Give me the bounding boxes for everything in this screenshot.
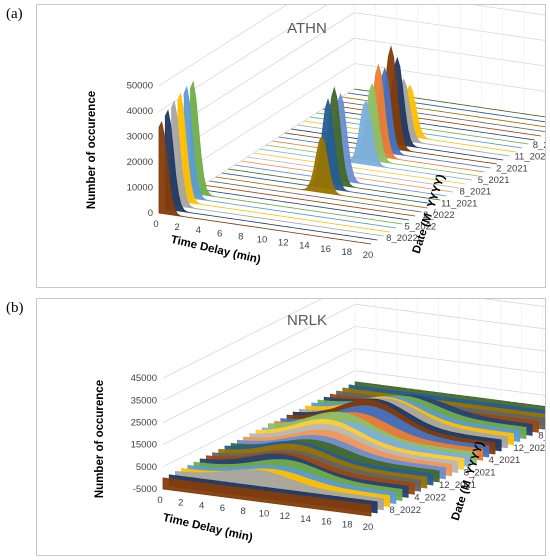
series-25-area [316,112,529,145]
y-tick-label: 35000 [131,395,157,406]
y-tick-label: 45000 [131,373,157,384]
x-tick-label: 6 [217,228,222,239]
x-tick-label: 18 [342,519,353,530]
series-16-area [259,99,472,181]
series-6-area [196,188,409,221]
x-tick-label: 20 [363,250,374,261]
x-tick-label: 0 [157,495,162,506]
panel-a-label: (a) [6,6,23,22]
date-tick-label: 8_2021 [459,187,491,198]
date-tick-label: 8_2020 [533,140,545,151]
x-tick-label: 8 [238,231,243,242]
chart-title: ATHN [287,20,327,37]
series-1-area [164,109,378,241]
x-tick-label: 18 [342,247,353,258]
x-tick-label: 10 [259,509,270,520]
date-tick-label: 4_2022 [414,492,446,503]
date-tick-label: 8_2020 [538,430,545,441]
date-tick-label: 11_2020 [514,152,545,163]
chart-frame-athn: 0 10000 20000 30000 40000 50000 0 2 4 6 8 10 12 14 16 1… [36,0,550,288]
nrlk-chart: -5000 5000 15000 25000 35000 45000 0 2 4 6 8 10 12 14… [94,270,550,544]
date-tick-label: 8_2022 [389,505,421,516]
gridline-5 [158,0,295,87]
y-tick-label: 30000 [127,132,153,143]
date-tick-label: 2_2021 [496,163,528,174]
x-tick-label: 16 [320,244,331,255]
x-tick-label: 20 [363,522,374,533]
y-axis-label: Number of occurence [94,380,106,498]
y-tick-label: 0 [148,208,153,219]
date-tick-label: 12_2021 [439,480,476,491]
series-7-area [203,184,416,217]
y-tick-label: -5000 [133,484,157,495]
x-tick-label: 6 [220,503,225,514]
x-tick-label: 12 [278,238,289,249]
date-tick-label: 12_2020 [513,443,545,454]
chart-frame-nrlk: -5000 5000 15000 25000 35000 45000 0 2 4 6 8 10 12 14… [36,270,550,556]
gridline-5 [162,281,550,379]
date-tick-label: 8_2021 [464,468,496,479]
y-tick-label: 40000 [127,106,153,117]
series-26-area [322,108,535,141]
x-tick-label: 8 [241,506,246,517]
x-tick-label: 4 [196,225,201,236]
x-tick-label: 14 [299,241,310,252]
date-tick-label: 5_2021 [478,175,510,186]
date-tick-label: 4_2021 [489,455,521,466]
series-9-area [215,135,428,209]
athn-chart: 0 10000 20000 30000 40000 50000 0 2 4 6 8 10 12 14 16 1… [86,0,550,266]
series-0-area [158,120,372,245]
x-tick-label: 14 [300,514,311,525]
series-3-area [177,92,390,233]
x-tick-label: 12 [280,511,291,522]
x-tick-label: 10 [257,235,268,246]
series-15-area [253,152,466,185]
series-4-area [183,85,397,229]
y-tick-label: 25000 [131,417,157,428]
y-tick-label: 10000 [127,183,153,194]
series-2-area [171,100,384,237]
y-tick-label: 5000 [136,462,157,473]
x-axis-label: Time Delay (min) [170,234,262,266]
series-8-area [209,180,422,213]
x-tick-label: 2 [178,498,183,509]
y-axis-label: Number of occurence [86,91,98,209]
series-10-area [221,97,435,205]
y-tick-label: 20000 [127,157,153,168]
x-tick-label: 0 [153,219,158,230]
date-tick-label: 8_2022 [386,233,418,244]
x-tick-label: 16 [321,517,332,528]
gridline-4 [158,0,550,112]
date-tick-label: 11_2021 [441,198,477,209]
date-tick-label: 5_2022 [404,222,436,233]
series-5-area [190,80,403,225]
x-tick-label: 4 [199,500,204,511]
y-tick-label: 15000 [131,440,157,451]
chart-title: NRLK [287,312,327,329]
y-tick-label: 50000 [127,81,153,92]
date-tick-label: 2_2022 [423,210,455,221]
series-0-area [162,477,372,517]
panel-b-label: (b) [6,300,24,316]
x-tick-label: 2 [175,222,180,233]
